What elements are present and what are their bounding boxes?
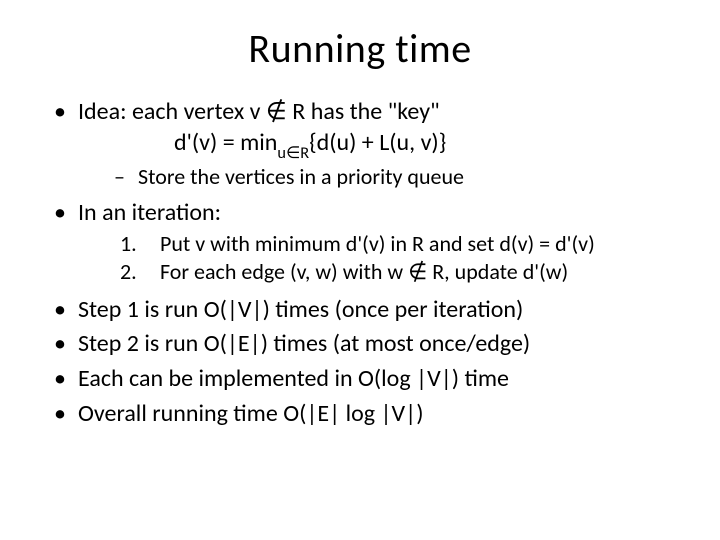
idea-text-prefix: Idea: each vertex v xyxy=(78,97,266,126)
slide-body: Idea: each vertex v ∉ R has the "key" d'… xyxy=(48,97,672,429)
numbered-step-1: Put v with minimum d'(v) in R and set d(… xyxy=(78,230,672,258)
bullet-overall-complexity: Overall running time O(|E| log |V|) xyxy=(48,399,672,430)
bullet-list: Idea: each vertex v ∉ R has the "key" d'… xyxy=(48,97,672,429)
slide-title: Running time xyxy=(48,24,672,73)
numbered-step-2: For each edge (v, w) with w ∉ R, update … xyxy=(78,258,672,286)
sub-bullet-store: Store the vertices in a priority queue xyxy=(78,163,672,191)
bullet-idea: Idea: each vertex v ∉ R has the "key" d'… xyxy=(48,97,672,192)
idea-text-suffix: R has the "key" xyxy=(287,97,440,126)
step2-notin: ∉ xyxy=(408,258,427,285)
formula-part-a: d'(v) = min xyxy=(174,128,277,157)
numbered-steps: Put v with minimum d'(v) in R and set d(… xyxy=(78,230,672,286)
slide: Running time Idea: each vertex v ∉ R has… xyxy=(0,0,720,540)
formula-sub-in: ∈ xyxy=(286,143,300,163)
formula-sub-u: u xyxy=(277,143,286,163)
notin-symbol: ∉ xyxy=(266,97,287,126)
step2-suffix: R, update d'(w) xyxy=(427,258,568,285)
iteration-text: In an iteration: xyxy=(78,198,221,227)
sub-list-store: Store the vertices in a priority queue xyxy=(78,163,672,191)
formula-sub-R: R xyxy=(300,143,309,163)
formula-part-b: {d(u) + L(u, v)} xyxy=(309,128,446,157)
bullet-step1-complexity: Step 1 is run O(|V|) times (once per ite… xyxy=(48,295,672,326)
bullet-step2-complexity: Step 2 is run O(|E|) times (at most once… xyxy=(48,329,672,360)
formula-line: d'(v) = minu∈R{d(u) + L(u, v)} xyxy=(78,128,672,162)
bullet-iteration: In an iteration: Put v with minimum d'(v… xyxy=(48,198,672,287)
bullet-each-complexity: Each can be implemented in O(log |V|) ti… xyxy=(48,364,672,395)
step2-prefix: For each edge (v, w) with w xyxy=(160,258,408,285)
